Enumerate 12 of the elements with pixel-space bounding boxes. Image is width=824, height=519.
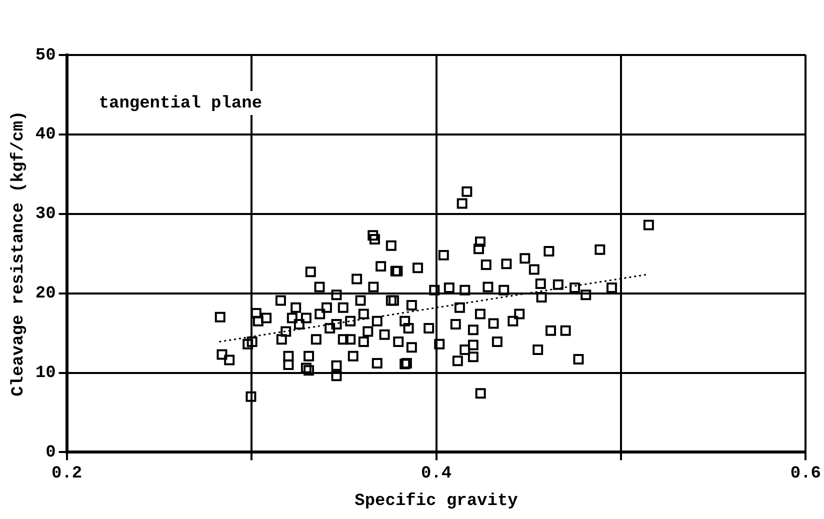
x-tick-label: 0.6 [790,464,821,484]
annotation: tangential plane [98,94,262,114]
y-tick-label: 50 [35,46,56,66]
x-tick-label: 0.2 [52,464,82,484]
y-tick-label: 20 [35,284,56,304]
y-tick-label: 40 [35,126,56,145]
x-tick-label: 0.4 [420,464,452,484]
y-tick-label: 10 [35,364,56,384]
y-tick-label: 0 [46,443,56,462]
y-axis-title: Cleavage resistance (kgf/cm) [9,110,28,396]
x-axis-title: Specific gravity [354,492,518,512]
y-tick-label: 30 [35,205,56,224]
